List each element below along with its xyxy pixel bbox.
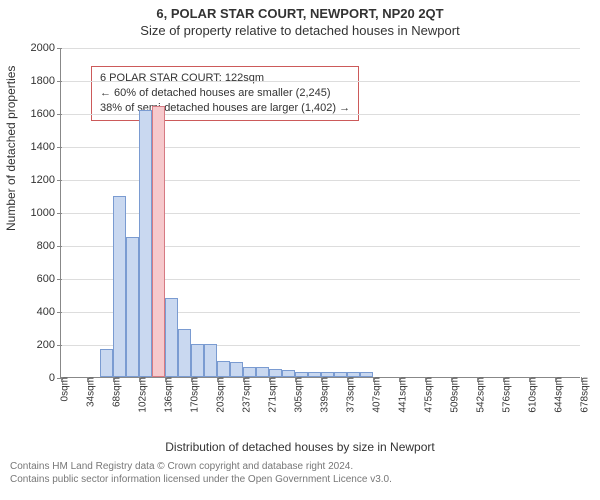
y-tick-label: 1800 <box>31 75 61 87</box>
x-tick-label: 237sqm <box>240 377 253 413</box>
x-tick-label: 339sqm <box>318 377 331 413</box>
plot-region: 6 POLAR STAR COURT: 122sqm ← 60% of deta… <box>60 48 580 378</box>
annotation-line-2: ← 60% of detached houses are smaller (2,… <box>100 86 350 101</box>
x-tick-label: 102sqm <box>136 377 149 413</box>
chart-area: Number of detached properties 6 POLAR ST… <box>0 38 600 438</box>
histogram-bar <box>204 344 217 377</box>
gridline <box>61 48 580 49</box>
y-tick-label: 1600 <box>31 108 61 120</box>
x-tick-label: 34sqm <box>84 377 97 407</box>
x-axis-label: Distribution of detached houses by size … <box>0 440 600 454</box>
x-tick-label: 644sqm <box>552 377 565 413</box>
chart-title-main: 6, POLAR STAR COURT, NEWPORT, NP20 2QT <box>0 0 600 21</box>
x-tick-label: 576sqm <box>500 377 513 413</box>
histogram-bar <box>139 110 152 377</box>
x-tick-label: 678sqm <box>578 377 591 413</box>
gridline <box>61 81 580 82</box>
x-tick-label: 509sqm <box>448 377 461 413</box>
y-tick-label: 600 <box>37 273 61 285</box>
footer-line-2: Contains public sector information licen… <box>10 473 590 486</box>
y-tick-label: 1200 <box>31 174 61 186</box>
x-tick-label: 610sqm <box>526 377 539 413</box>
histogram-bar <box>269 369 282 377</box>
x-tick-label: 475sqm <box>422 377 435 413</box>
x-tick-label: 542sqm <box>474 377 487 413</box>
x-tick-label: 441sqm <box>396 377 409 413</box>
histogram-bar <box>113 196 126 378</box>
histogram-bar <box>191 344 204 377</box>
histogram-bar <box>178 329 191 377</box>
footer-attribution: Contains HM Land Registry data © Crown c… <box>0 454 600 486</box>
y-tick-label: 2000 <box>31 42 61 54</box>
histogram-bar <box>256 367 269 377</box>
y-tick-label: 1400 <box>31 141 61 153</box>
chart-title-sub: Size of property relative to detached ho… <box>0 21 600 38</box>
annotation-box: 6 POLAR STAR COURT: 122sqm ← 60% of deta… <box>91 66 359 121</box>
y-tick-label: 200 <box>37 339 61 351</box>
x-tick-label: 203sqm <box>214 377 227 413</box>
histogram-bar <box>100 349 113 377</box>
x-tick-label: 305sqm <box>292 377 305 413</box>
x-tick-label: 407sqm <box>370 377 383 413</box>
x-tick-label: 68sqm <box>110 377 123 407</box>
y-tick-label: 400 <box>37 306 61 318</box>
histogram-bar-highlight <box>152 106 165 377</box>
histogram-bar <box>230 362 243 377</box>
y-axis-label: Number of detached properties <box>4 66 18 231</box>
histogram-bar <box>126 237 139 377</box>
histogram-bar <box>217 361 230 378</box>
x-tick-label: 170sqm <box>188 377 201 413</box>
annotation-line-1: 6 POLAR STAR COURT: 122sqm <box>100 71 350 86</box>
x-tick-label: 373sqm <box>344 377 357 413</box>
x-tick-label: 271sqm <box>266 377 279 413</box>
histogram-bar <box>165 298 178 377</box>
histogram-bar <box>282 370 295 377</box>
y-tick-label: 1000 <box>31 207 61 219</box>
x-tick-label: 136sqm <box>162 377 175 413</box>
y-tick-label: 800 <box>37 240 61 252</box>
x-tick-label: 0sqm <box>58 377 71 401</box>
histogram-bar <box>243 367 256 377</box>
footer-line-1: Contains HM Land Registry data © Crown c… <box>10 460 590 473</box>
